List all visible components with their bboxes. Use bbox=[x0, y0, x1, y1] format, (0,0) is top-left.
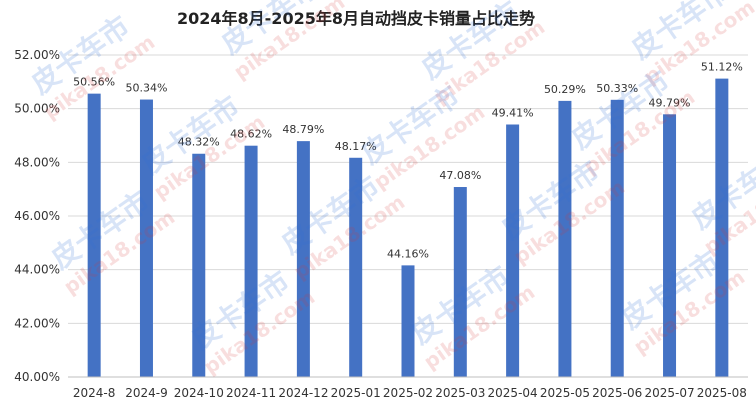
data-label: 51.12% bbox=[701, 61, 743, 74]
y-tick-label: 48.00% bbox=[14, 155, 60, 169]
bar bbox=[87, 93, 101, 377]
gridlines bbox=[68, 54, 748, 324]
y-tick-label: 44.00% bbox=[14, 263, 60, 277]
data-label: 50.56% bbox=[73, 76, 115, 89]
x-tick-label: 2025-05 bbox=[540, 386, 590, 400]
bar bbox=[558, 100, 572, 377]
y-axis-ticks: 40.00% 42.00% 44.00% 46.00% 48.00% 50.00% 52.0… bbox=[14, 48, 60, 384]
bar bbox=[192, 153, 206, 377]
bar bbox=[663, 114, 677, 377]
x-tick-label: 2025-07 bbox=[644, 386, 694, 400]
data-label: 48.17% bbox=[335, 140, 377, 153]
x-tick-label: 2025-03 bbox=[435, 386, 485, 400]
bar bbox=[349, 157, 363, 377]
x-tick-label: 2025-08 bbox=[697, 386, 747, 400]
data-labels: 50.56% 50.34% 48.32% 48.62% 48.79% 48.17% 44.1… bbox=[73, 61, 743, 261]
bar bbox=[610, 99, 624, 377]
bar bbox=[401, 265, 415, 377]
bars bbox=[87, 78, 729, 377]
x-tick-label: 2024-12 bbox=[278, 386, 328, 400]
data-label: 48.79% bbox=[282, 123, 324, 136]
x-tick-label: 2025-04 bbox=[488, 386, 538, 400]
y-tick-label: 52.00% bbox=[14, 48, 60, 62]
chart-title: 2024年8月-2025年8月自动挡皮卡销量占比走势 bbox=[177, 9, 535, 28]
x-tick-label: 2024-9 bbox=[125, 386, 168, 400]
data-label: 50.34% bbox=[125, 82, 167, 95]
x-tick-label: 2025-06 bbox=[592, 386, 642, 400]
y-tick-label: 40.00% bbox=[14, 370, 60, 384]
bar bbox=[244, 145, 258, 377]
data-label: 49.41% bbox=[492, 106, 534, 119]
data-label: 48.32% bbox=[178, 136, 220, 149]
y-tick-label: 50.00% bbox=[14, 102, 60, 116]
x-tick-label: 2024-11 bbox=[226, 386, 276, 400]
y-tick-label: 42.00% bbox=[14, 316, 60, 330]
data-label: 44.16% bbox=[387, 247, 429, 260]
x-axis-ticks: 2024-8 2024-9 2024-10 2024-11 2024-12 2025-01… bbox=[73, 386, 747, 400]
bar bbox=[453, 187, 467, 377]
bar bbox=[139, 99, 153, 377]
y-tick-label: 46.00% bbox=[14, 209, 60, 223]
x-tick-label: 2025-01 bbox=[331, 386, 381, 400]
bar bbox=[715, 78, 729, 377]
data-label: 50.33% bbox=[596, 82, 638, 95]
data-label: 50.29% bbox=[544, 83, 586, 96]
x-tick-label: 2024-10 bbox=[174, 386, 224, 400]
data-label: 49.79% bbox=[649, 96, 691, 109]
data-label: 47.08% bbox=[439, 169, 481, 182]
x-tick-label: 2025-02 bbox=[383, 386, 433, 400]
bar bbox=[506, 124, 520, 377]
bar bbox=[296, 141, 310, 377]
x-tick-label: 2024-8 bbox=[73, 386, 116, 400]
data-label: 48.62% bbox=[230, 128, 272, 141]
